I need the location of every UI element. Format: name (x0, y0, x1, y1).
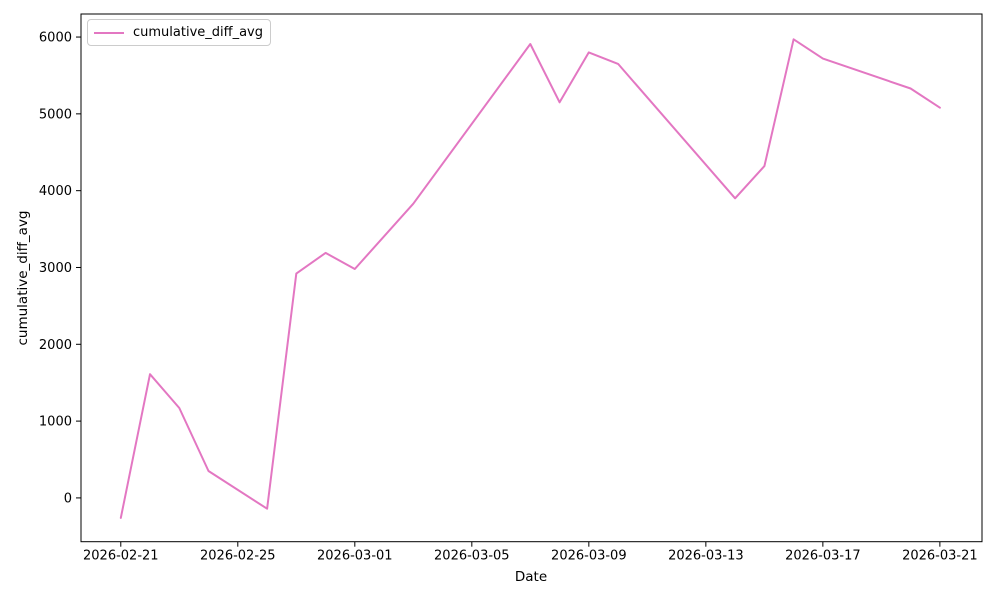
y-tick-label: 3000 (39, 261, 72, 276)
x-tick-label: 2026-02-21 (83, 549, 159, 564)
x-tick-label: 2026-03-01 (317, 549, 393, 564)
y-tick-label: 2000 (39, 338, 72, 353)
x-tick-label: 2026-03-05 (434, 549, 510, 564)
series-line-cumulative_diff_avg (119, 38, 941, 519)
legend-label: cumulative_diff_avg (133, 25, 263, 40)
x-axis-label: Date (514, 569, 548, 585)
x-tick-label: 2026-03-09 (551, 549, 627, 564)
x-tick-label: 2026-03-21 (902, 549, 978, 564)
plot-border (80, 13, 983, 543)
y-tick-label: 6000 (39, 31, 72, 46)
y-tick-label: 0 (64, 491, 72, 506)
x-tick-label: 2026-03-13 (668, 549, 744, 564)
x-tick-label: 2026-02-25 (200, 549, 276, 564)
y-tick-label: 4000 (39, 184, 72, 199)
y-axis-label: cumulative_diff_avg (15, 210, 31, 346)
y-tick-label: 1000 (39, 415, 72, 430)
x-tick-label: 2026-03-17 (785, 549, 861, 564)
legend-line-sample (94, 31, 124, 34)
legend: cumulative_diff_avg (87, 19, 271, 46)
y-tick-label: 5000 (39, 107, 72, 122)
